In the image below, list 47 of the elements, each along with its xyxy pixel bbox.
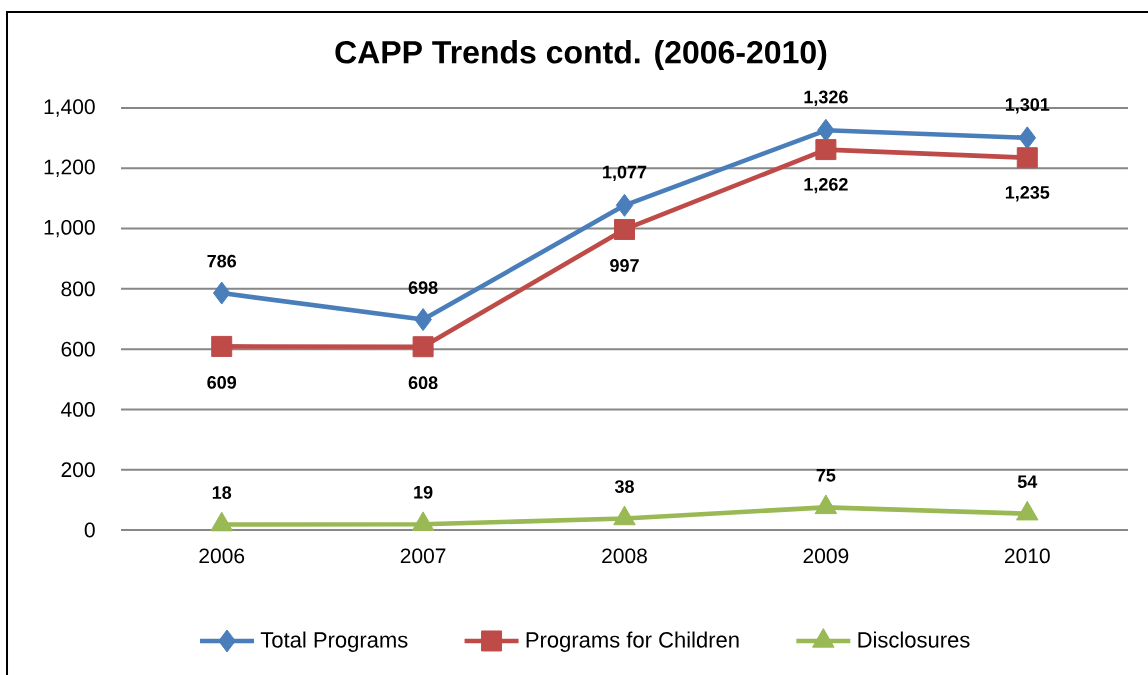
x-tick-label: 2008 [602, 548, 647, 564]
data-label: 1,077 [603, 165, 647, 182]
y-tick-label: 200 [61, 462, 95, 478]
y-tick-label: 600 [61, 341, 95, 357]
y-tick-label: 1,000 [44, 219, 95, 238]
legend-label: Total Programs [260, 631, 408, 652]
point [411, 511, 435, 531]
point [613, 505, 636, 526]
point [613, 218, 635, 240]
data-label: 1,326 [804, 90, 848, 106]
legend-label: Disclosures [858, 631, 970, 648]
y-tick-label: 1,200 [44, 159, 95, 177]
data-label: 1,262 [804, 177, 848, 194]
point [212, 281, 231, 305]
data-label: 38 [614, 480, 634, 493]
point [1018, 126, 1037, 150]
chart-title: CAPP Trends contd. (2006-2010) [335, 40, 827, 70]
point [817, 118, 835, 142]
data-label: 54 [1017, 475, 1038, 488]
point [414, 308, 432, 332]
data-label: 1,301 [1005, 98, 1050, 114]
point [1016, 500, 1039, 521]
legend-label: Programs for Children [526, 631, 739, 652]
x-tick-label: 2010 [1004, 548, 1050, 564]
y-tick-label: 800 [61, 281, 95, 297]
point [615, 193, 634, 217]
point [814, 494, 838, 515]
x-tick-label: 2007 [400, 548, 446, 564]
data-label: 608 [408, 376, 438, 390]
data-label: 1,235 [1005, 186, 1050, 202]
data-label: 786 [207, 254, 237, 268]
point [211, 335, 233, 357]
x-tick-label: 2006 [199, 548, 245, 564]
y-tick-label: 0 [84, 522, 95, 538]
data-label: 609 [207, 376, 237, 389]
data-label: 75 [816, 469, 836, 482]
data-label: 997 [610, 259, 639, 272]
y-tick-label: 400 [61, 402, 95, 417]
point [412, 336, 434, 358]
point [1016, 147, 1038, 169]
data-label: 698 [408, 281, 438, 294]
y-tick-label: 1,400 [44, 99, 95, 117]
point [815, 139, 837, 161]
data-label: 19 [414, 485, 433, 499]
data-label: 18 [212, 486, 232, 499]
x-tick-label: 2009 [803, 548, 849, 564]
point [210, 511, 233, 532]
